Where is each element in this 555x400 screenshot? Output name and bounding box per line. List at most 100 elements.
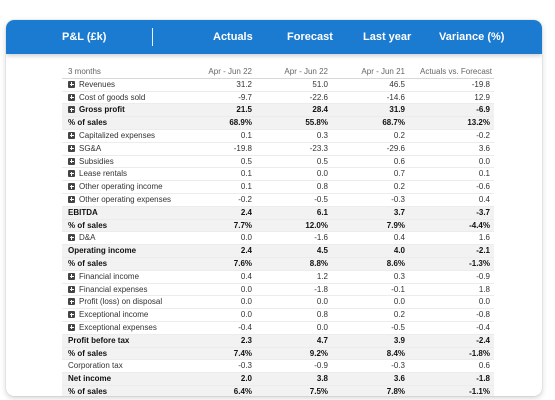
- expand-icon[interactable]: [68, 311, 75, 319]
- row-label: % of sales: [68, 220, 107, 233]
- row-label-text: Other operating expenses: [79, 194, 172, 204]
- expand-icon[interactable]: [68, 183, 75, 191]
- cell-variance: -1.3%: [469, 258, 490, 268]
- row-label: D&A: [68, 232, 95, 245]
- column-header-forecast[interactable]: Forecast: [287, 31, 333, 43]
- cell-forecast: 51.0: [312, 79, 328, 89]
- row-label: Exceptional income: [68, 309, 148, 322]
- table-row: % of sales 7.4% 9.2% 8.4% -1.8%: [62, 347, 494, 361]
- cell-variance: -0.6: [476, 182, 490, 192]
- period-label: 3 months: [68, 67, 101, 76]
- cell-actuals: 21.5: [236, 105, 252, 115]
- cell-actuals: 0.0: [240, 310, 252, 320]
- row-label: Subsidies: [68, 156, 114, 169]
- cell-last-year: 3.7: [393, 207, 405, 217]
- row-label: SG&A: [68, 143, 101, 156]
- row-label: Operating income: [68, 245, 136, 258]
- cell-variance: 12.9: [474, 92, 490, 102]
- expand-icon[interactable]: [68, 144, 75, 152]
- cell-last-year: -0.3: [391, 194, 405, 204]
- column-header-actuals[interactable]: Actuals: [213, 31, 253, 43]
- table-row[interactable]: Profit (loss) on disposal 0.0 0.0 0.0 0.0: [62, 296, 494, 310]
- table-row: Operating income 2.4 4.5 4.0 -2.1: [62, 245, 494, 258]
- table-row[interactable]: Lease rentals 0.1 0.0 0.7 0.1: [62, 168, 494, 182]
- cell-last-year: -0.5: [391, 322, 405, 332]
- cell-last-year: 0.2: [393, 182, 405, 192]
- table-row[interactable]: Revenues 31.2 51.0 46.5 -19.8: [62, 79, 494, 92]
- cell-actuals: -0.4: [238, 322, 252, 332]
- table-row[interactable]: Exceptional expenses -0.4 0.0 -0.5 -0.4: [62, 322, 494, 335]
- table-row[interactable]: Capitalized expenses 0.1 0.3 0.2 -0.2: [62, 130, 494, 143]
- cell-forecast: -0.5: [314, 194, 328, 204]
- cell-actuals: -9.7: [238, 92, 252, 102]
- table-row[interactable]: Gross profit 21.5 28.4 31.9 -6.9: [62, 104, 494, 118]
- cell-last-year: 46.5: [389, 79, 405, 89]
- table-row[interactable]: Cost of goods sold -9.7 -22.6 -14.6 12.9: [62, 92, 494, 105]
- row-label: % of sales: [68, 117, 107, 130]
- expand-icon[interactable]: [68, 80, 75, 88]
- table-row[interactable]: Financial expenses 0.0 -1.8 -0.1 1.8: [62, 284, 494, 297]
- expand-icon[interactable]: [68, 131, 75, 139]
- cell-actuals: 6.4%: [233, 386, 252, 396]
- cell-actuals: 2.4: [240, 246, 252, 256]
- row-label-text: Capitalized expenses: [79, 130, 156, 140]
- cell-forecast: -0.9: [314, 361, 328, 371]
- cell-forecast: 4.5: [316, 246, 328, 256]
- cell-forecast: 3.8: [316, 374, 328, 384]
- column-header-variance[interactable]: Variance (%): [439, 31, 505, 43]
- cell-last-year: 31.9: [389, 105, 405, 115]
- cell-actuals: -19.8: [233, 143, 252, 153]
- table-row[interactable]: Other operating income 0.1 0.8 0.2 -0.6: [62, 181, 494, 194]
- table-row[interactable]: Other operating expenses -0.2 -0.5 -0.3 0.4: [62, 194, 494, 207]
- cell-variance: 0.0: [478, 156, 490, 166]
- cell-forecast: 0.0: [316, 322, 328, 332]
- row-label: Other operating income: [68, 181, 163, 194]
- row-label-text: % of sales: [68, 220, 108, 230]
- column-header-last-year[interactable]: Last year: [363, 31, 412, 43]
- cell-variance: 13.2%: [467, 118, 490, 128]
- cell-variance: -0.4: [476, 322, 490, 332]
- expand-icon[interactable]: [68, 323, 75, 331]
- cell-forecast: 4.7: [316, 335, 328, 345]
- expand-icon[interactable]: [68, 298, 75, 306]
- cell-actuals: 2.0: [240, 374, 252, 384]
- row-label-text: Gross profit: [79, 105, 125, 115]
- row-label: Corporation tax: [68, 360, 123, 373]
- expand-icon[interactable]: [68, 170, 75, 178]
- expand-icon[interactable]: [68, 285, 75, 293]
- row-label-text: Net income: [68, 374, 112, 384]
- cell-forecast: 7.5%: [309, 386, 328, 396]
- row-label: Revenues: [68, 79, 115, 92]
- table-row[interactable]: Subsidies 0.5 0.5 0.6 0.0: [62, 156, 494, 169]
- cell-variance: 3.6: [478, 143, 490, 153]
- table-row[interactable]: Financial income 0.4 1.2 0.3 -0.9: [62, 271, 494, 284]
- period-variance: Actuals vs. Forecast: [420, 67, 493, 76]
- expand-icon[interactable]: [68, 93, 75, 101]
- cell-variance: -3.7: [476, 207, 490, 217]
- expand-icon[interactable]: [68, 106, 75, 114]
- row-label-text: Other operating income: [79, 182, 163, 192]
- cell-actuals: 0.0: [240, 233, 252, 243]
- row-label: Financial income: [68, 271, 139, 284]
- cell-variance: -1.8%: [469, 348, 490, 358]
- table-row[interactable]: D&A 0.0 -1.6 0.4 1.6: [62, 232, 494, 246]
- row-label: Capitalized expenses: [68, 130, 155, 143]
- table-row: Net income 2.0 3.8 3.6 -1.8: [62, 373, 494, 386]
- expand-icon[interactable]: [68, 195, 75, 203]
- expand-icon[interactable]: [68, 157, 75, 165]
- cell-actuals: 2.4: [240, 207, 252, 217]
- cell-forecast: 28.4: [312, 105, 328, 115]
- cell-last-year: 0.0: [393, 297, 405, 307]
- table-row[interactable]: SG&A -19.8 -23.3 -29.6 3.6: [62, 143, 494, 156]
- cell-forecast: 9.2%: [309, 348, 328, 358]
- period-last-year: Apr - Jun 21: [361, 67, 405, 76]
- row-label-text: Revenues: [79, 79, 116, 89]
- cell-variance: -19.8: [471, 79, 490, 89]
- expand-icon[interactable]: [68, 272, 75, 280]
- header-divider: [152, 28, 153, 46]
- row-label-text: EBITDA: [68, 207, 98, 217]
- cell-variance: -1.1%: [469, 386, 490, 396]
- table-row[interactable]: Exceptional income 0.0 0.8 0.2 -0.8: [62, 309, 494, 322]
- expand-icon[interactable]: [68, 234, 75, 242]
- cell-forecast: -22.6: [309, 92, 328, 102]
